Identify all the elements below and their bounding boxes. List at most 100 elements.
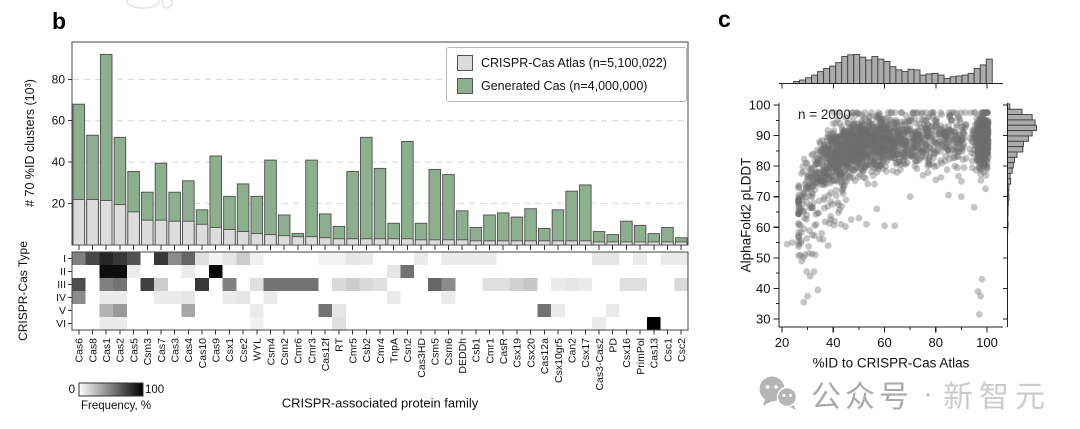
heatmap-cell-V-DEDDh xyxy=(455,304,470,317)
heatmap-cell-I-Can2 xyxy=(564,252,579,265)
watermark-text-bold: 公众号 xyxy=(811,381,913,414)
heatmap-cell-IV-Csx17 xyxy=(578,291,593,304)
heatmap-cell-VI-Csx1 xyxy=(222,317,237,330)
heatmap-cell-V-Csm4 xyxy=(263,304,278,317)
bar-atlas-Cmr5 xyxy=(346,238,359,246)
bar-atlas-Cmr1 xyxy=(483,240,496,246)
heatmap-cell-VI-Csb2 xyxy=(359,317,374,330)
heatmap-row-label-VI: VI xyxy=(56,318,66,330)
heatmap-cell-IV-Cse2 xyxy=(236,291,251,304)
heatmap-cell-II-Csx10gr5 xyxy=(551,265,566,278)
heatmap-cell-V-Csx16 xyxy=(619,304,634,317)
heatmap-cell-III-Cas12f xyxy=(318,278,333,291)
heatmap-cell-V-Cmr3 xyxy=(304,304,319,317)
heatmap-cell-II-Csm6 xyxy=(441,265,456,278)
bar-atlas-Csc2 xyxy=(674,241,688,246)
bar-atlas-Cas7 xyxy=(154,219,168,246)
heatmap-cell-VI-Cse2 xyxy=(236,317,251,330)
bar-generated-Csx20 xyxy=(524,208,537,246)
heatmap-cell-VI-Cas3-Cas2 xyxy=(592,317,607,330)
x-category-label-Csc2: Csc2 xyxy=(676,338,688,362)
heatmap-cell-IV-WYL xyxy=(249,291,265,304)
heatmap-cell-V-Csb2 xyxy=(359,304,374,317)
heatmap-cell-VI-TnpA xyxy=(386,317,402,330)
heatmap-cell-II-Cas5 xyxy=(126,265,141,278)
heatmap-cell-VI-Csm2 xyxy=(277,317,292,330)
heatmap-cell-II-Cas3-Cas2 xyxy=(592,265,607,278)
bar-chart-x-axis-title: CRISPR-associated protein family xyxy=(281,395,479,411)
scatter-y-axis-title: AlphaFold2 pLDDT xyxy=(738,157,754,273)
heatmap-cell-IV-Csc2 xyxy=(674,291,689,304)
heatmap-cell-IV-Cmr3 xyxy=(304,291,319,304)
x-category-label-Csx1: Csx1 xyxy=(224,338,236,362)
heatmap-cell-V-Csc2 xyxy=(674,304,689,317)
panel-b-heatmap xyxy=(71,251,689,397)
bar-atlas-Csb2 xyxy=(360,238,373,246)
heatmap-cell-III-Csx16 xyxy=(619,278,634,291)
x-category-label-Cse2: Cse2 xyxy=(238,338,250,363)
x-category-label-WYL: WYL xyxy=(252,338,264,361)
heatmap-y-axis-title: CRISPR-Cas Type xyxy=(16,241,30,341)
scatter-x-tick-label: 80 xyxy=(929,335,943,350)
heatmap-cell-IV-Cas8 xyxy=(85,291,100,304)
x-category-label-DEDDh: DEDDh xyxy=(457,338,469,374)
heatmap-cell-V-Cmr6 xyxy=(291,304,306,317)
heatmap-cell-III-Cas8 xyxy=(85,278,100,291)
heatmap-cell-III-PrimPol xyxy=(633,278,648,291)
heatmap-cell-V-Csc1 xyxy=(660,304,675,317)
heatmap-cell-I-Cas9 xyxy=(208,252,224,265)
heatmap-cell-V-Cas1 xyxy=(99,304,114,317)
scatter-axes: 20 40 60 80 100 30 40 50 60 70 80 90 100 xyxy=(749,98,1003,350)
heatmap-cell-V-Csm5 xyxy=(427,304,443,317)
heatmap-cell-V-Cas12f xyxy=(318,304,333,317)
bar-generated-Csx10gr5 xyxy=(551,209,565,246)
heatmap-cell-III-Csx10gr5 xyxy=(551,278,566,291)
y-tick-label: 80 xyxy=(52,72,66,86)
heatmap-cell-II-PrimPol xyxy=(633,265,648,278)
legend-item-generated: Generated Cas (n=4,000,000) xyxy=(457,78,676,94)
heatmap-cell-VI-Csb1 xyxy=(468,317,484,330)
bar-generated-Can2 xyxy=(565,190,578,246)
heatmap-cell-IV-Cas5 xyxy=(126,291,141,304)
heatmap-cell-I-Cas5 xyxy=(126,252,141,265)
heatmap-cell-IV-PrimPol xyxy=(633,291,648,304)
bar-atlas-Csm6 xyxy=(442,239,455,246)
x-category-label-Csm3: Csm3 xyxy=(142,338,154,366)
heatmap-cell-VI-Cmr4 xyxy=(373,317,388,330)
heatmap-cell-VI-Cas13 xyxy=(646,317,662,330)
bar-generated-CasR xyxy=(496,212,510,246)
heatmap-cell-I-Cas12f xyxy=(318,252,333,265)
heatmap-cell-VI-Cas3 xyxy=(167,317,183,330)
x-category-label-Cas8: Cas8 xyxy=(87,338,99,363)
x-category-label-Cas3: Cas3 xyxy=(169,338,181,363)
heatmap-cell-VI-Csc1 xyxy=(660,317,675,330)
heatmap-cell-VI-Cas4 xyxy=(181,317,196,330)
heatmap-cell-IV-Cas3 xyxy=(167,291,183,304)
legend-swatch-atlas xyxy=(457,55,473,71)
x-category-label-CasR: CasR xyxy=(498,338,510,365)
heatmap-cell-III-Cmr3 xyxy=(304,278,319,291)
bar-chart-y-ticks: 20 40 60 80 xyxy=(52,72,72,211)
heatmap-cell-II-Can2 xyxy=(564,265,579,278)
x-category-label-Cas2: Cas2 xyxy=(115,338,127,363)
heatmap-cell-I-Csb1 xyxy=(468,252,484,265)
heatmap-cell-I-Csx16 xyxy=(619,252,634,265)
heatmap-cell-VI-DEDDh xyxy=(455,317,470,330)
x-category-label-TnpA: TnpA xyxy=(388,338,400,363)
bar-atlas-Cas3-Cas2 xyxy=(592,241,606,246)
heatmap-cell-IV-Csb2 xyxy=(359,291,374,304)
heatmap-cell-II-Csx16 xyxy=(619,265,634,278)
x-category-label-Cas3-Cas2: Cas3-Cas2 xyxy=(594,338,606,391)
bar-atlas-Csm3 xyxy=(141,219,154,246)
heatmap-cell-III-Csm6 xyxy=(441,278,456,291)
bar-generated-Csn2 xyxy=(401,140,414,246)
heatmap-cell-VI-Cmr1 xyxy=(482,317,497,330)
heatmap-cell-III-Cas12a xyxy=(537,278,552,291)
heatmap-cell-I-Cas4 xyxy=(181,252,196,265)
heatmap-cell-III-Csm2 xyxy=(277,278,292,291)
heatmap-cell-IV-Csc1 xyxy=(660,291,675,304)
heatmap-cell-V-Cas5 xyxy=(126,304,141,317)
heatmap-cell-VI-Csn2 xyxy=(400,317,415,330)
legend-label-generated: Generated Cas (n=4,000,000) xyxy=(481,79,648,93)
